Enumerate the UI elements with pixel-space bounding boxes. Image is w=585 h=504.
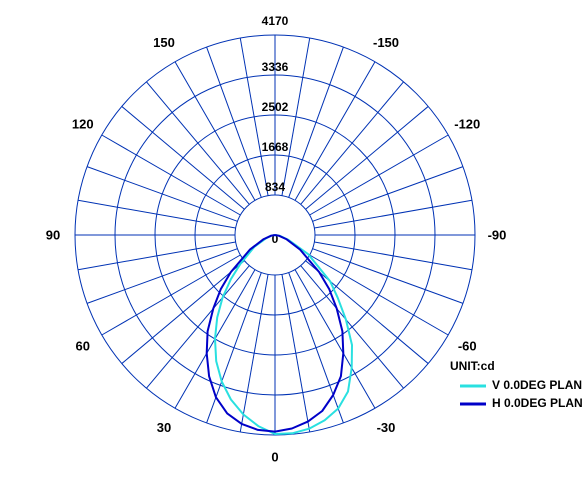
radial-tick-label: 834 (265, 180, 285, 194)
grid-spoke (314, 242, 472, 270)
angle-tick-label: 60 (76, 339, 90, 354)
grid-spoke (314, 200, 472, 228)
radial-tick-label: 3336 (262, 60, 289, 74)
grid-spoke (78, 200, 236, 228)
angle-tick-label: 90 (46, 228, 60, 243)
angle-tick-label: 150 (153, 35, 175, 50)
unit-label: UNIT:cd (450, 359, 495, 373)
radial-tick-label: 1668 (262, 140, 289, 154)
radial-tick-label: 4170 (262, 14, 289, 28)
grid-spoke (289, 273, 344, 423)
angle-tick-label: -60 (458, 339, 477, 354)
grid-spoke (310, 135, 449, 215)
legend-label: H 0.0DEG PLAN (492, 396, 583, 410)
angle-tick-label: -150 (373, 35, 399, 50)
angle-tick-label: -90 (488, 228, 507, 243)
grid-spoke (306, 261, 429, 364)
grid-spoke (122, 106, 245, 209)
grid-spoke (146, 82, 249, 205)
grid-spoke (240, 274, 268, 432)
series-curve (215, 235, 352, 434)
grid-spoke (146, 266, 249, 389)
grid-spoke (313, 249, 463, 304)
angle-tick-label: -30 (377, 420, 396, 435)
grid-spoke (289, 47, 344, 197)
angle-tick-label: 0 (271, 450, 278, 465)
grid-spoke (87, 167, 237, 222)
grid-spoke (282, 274, 310, 432)
grid-spoke (78, 242, 236, 270)
radial-tick-label: 2502 (262, 100, 289, 114)
grid-spoke (102, 135, 241, 215)
grid-spoke (122, 261, 245, 364)
grid-spoke (87, 249, 237, 304)
grid-spoke (313, 167, 463, 222)
legend-label: V 0.0DEG PLAN (492, 378, 582, 392)
grid-spoke (306, 106, 429, 209)
angle-tick-label: 30 (157, 420, 171, 435)
angle-tick-label: -120 (454, 117, 480, 132)
polar-chart-svg: 1501209060300-30-60-90-120-1500834166825… (0, 0, 585, 504)
grid-spoke (295, 62, 375, 201)
grid-spoke (175, 62, 255, 201)
grid-spoke (207, 47, 262, 197)
grid-spoke (301, 82, 404, 205)
angle-tick-label: 120 (72, 117, 94, 132)
polar-chart-container: 1501209060300-30-60-90-120-1500834166825… (0, 0, 585, 504)
